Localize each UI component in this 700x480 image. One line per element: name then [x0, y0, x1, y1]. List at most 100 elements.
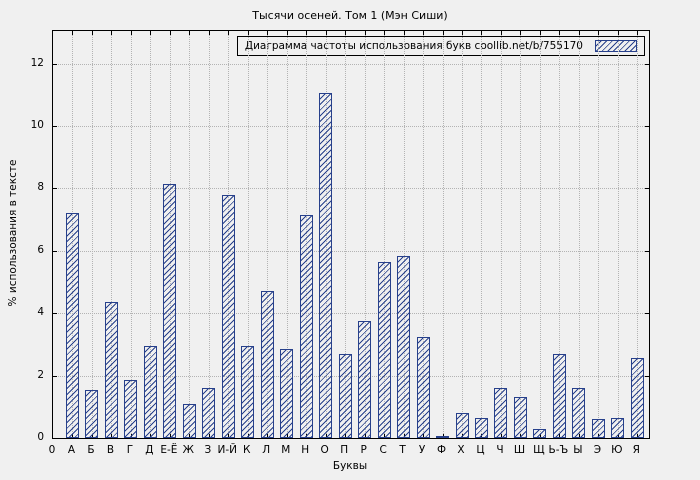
gridline-v: [384, 31, 386, 438]
x-tick-label: Ч: [496, 444, 504, 456]
gridline-v: [345, 31, 347, 438]
bar-Ц: [474, 417, 488, 438]
x-tick-mark: [364, 31, 366, 35]
y-tick-mark: [645, 188, 649, 190]
gridline-v: [598, 31, 600, 438]
x-tick-mark: [72, 31, 74, 35]
y-tick-mark: [53, 126, 57, 128]
y-tick-mark: [53, 438, 57, 439]
x-tick-label: Ц: [476, 444, 485, 456]
x-tick-label: Л: [262, 444, 271, 456]
gridline-v: [423, 31, 425, 438]
x-tick-mark: [481, 31, 483, 35]
x-tick-label: Х: [457, 444, 465, 456]
x-tick-label: Я: [632, 444, 640, 456]
x-tick-mark: [169, 31, 171, 35]
x-tick-mark: [520, 31, 522, 35]
y-tick-mark: [53, 188, 57, 190]
bar-З: [202, 388, 216, 438]
legend-label: Диаграмма частоты использования букв coo…: [244, 40, 583, 52]
y-tick-label: 4: [37, 306, 44, 319]
bar-Ь-Ъ: [552, 353, 566, 438]
bar-Л: [260, 291, 274, 438]
y-tick-mark: [53, 250, 57, 252]
gridline-v: [364, 31, 366, 438]
y-tick-label: 6: [37, 243, 44, 256]
bar-П: [338, 353, 352, 438]
x-tick-label: З: [204, 444, 212, 456]
y-tick-mark: [53, 313, 57, 315]
x-tick-label: Ю: [611, 444, 623, 456]
bar-А: [65, 213, 79, 438]
x-tick-label: Н: [301, 444, 310, 456]
x-tick-label: П: [340, 444, 349, 456]
gridline-h: [53, 63, 649, 65]
gridline-v: [267, 31, 269, 438]
x-tick-label: Г: [126, 444, 134, 456]
bar-О: [319, 93, 333, 438]
x-tick-mark: [345, 31, 347, 35]
x-tick-mark: [267, 31, 269, 35]
x-tick-label: Ы: [573, 444, 583, 456]
y-tick-mark: [645, 250, 649, 252]
x-tick-label: Т: [399, 444, 406, 456]
bar-Ш: [513, 397, 527, 438]
gridline-h: [53, 313, 649, 315]
gridline-v: [578, 31, 580, 438]
bar-Ф: [436, 436, 450, 439]
y-tick-label: 12: [30, 56, 44, 69]
plot-area: Диаграмма частоты использования букв coo…: [52, 30, 650, 439]
bar-М: [280, 349, 294, 438]
y-tick-mark: [645, 126, 649, 128]
x-tick-mark: [286, 31, 288, 35]
gridline-h: [53, 126, 649, 128]
y-tick-mark: [53, 63, 57, 65]
x-tick-mark: [247, 31, 249, 35]
chart-title: Тысячи осеней. Том 1 (Мэн Сиши): [252, 9, 448, 22]
x-axis-label: Буквы: [332, 460, 368, 472]
bar-Щ: [533, 428, 547, 438]
x-tick-mark: [150, 31, 152, 35]
bar-Г: [124, 380, 138, 438]
gridline-v: [286, 31, 288, 438]
x-tick-mark: [462, 31, 464, 35]
gridline-v: [462, 31, 464, 438]
x-tick-mark: [423, 31, 425, 35]
x-tick-label: Э: [593, 444, 602, 456]
bar-К: [241, 345, 255, 438]
x-tick-mark: [111, 31, 113, 35]
x-tick-mark: [539, 31, 541, 35]
gridline-v: [500, 31, 502, 438]
bar-Б: [85, 389, 99, 438]
x-tick-label: К: [243, 444, 251, 456]
x-tick-label: В: [106, 444, 115, 456]
x-tick-mark: [500, 31, 502, 35]
gridline-v: [481, 31, 483, 438]
x-tick-label: Ж: [182, 444, 194, 456]
bar-И-Й: [221, 194, 235, 438]
bar-Т: [397, 255, 411, 438]
y-tick-mark: [645, 375, 649, 377]
x-tick-mark: [384, 31, 386, 35]
legend: Диаграмма частоты использования букв coo…: [236, 36, 645, 56]
x-tick-label: Д: [145, 444, 154, 456]
x-tick-label: О: [320, 444, 329, 456]
x-tick-mark: [442, 31, 444, 35]
gridline-v: [617, 31, 619, 438]
x-tick-label: С: [379, 444, 387, 456]
x-tick-mark: [637, 31, 639, 35]
gridline-v: [247, 31, 249, 438]
x-tick-label: Е-Ё: [160, 444, 178, 456]
x-tick-mark: [617, 31, 619, 35]
gridline-v: [403, 31, 405, 438]
x-tick-mark: [442, 434, 444, 438]
x-tick-mark: [189, 31, 191, 35]
gridline-v: [559, 31, 561, 438]
x-tick-mark: [403, 31, 405, 35]
gridline-v: [111, 31, 113, 438]
x-tick-label: Ф: [437, 444, 447, 456]
bar-Д: [143, 345, 157, 438]
gridline-v: [189, 31, 191, 438]
x-tick-mark: [91, 31, 93, 35]
